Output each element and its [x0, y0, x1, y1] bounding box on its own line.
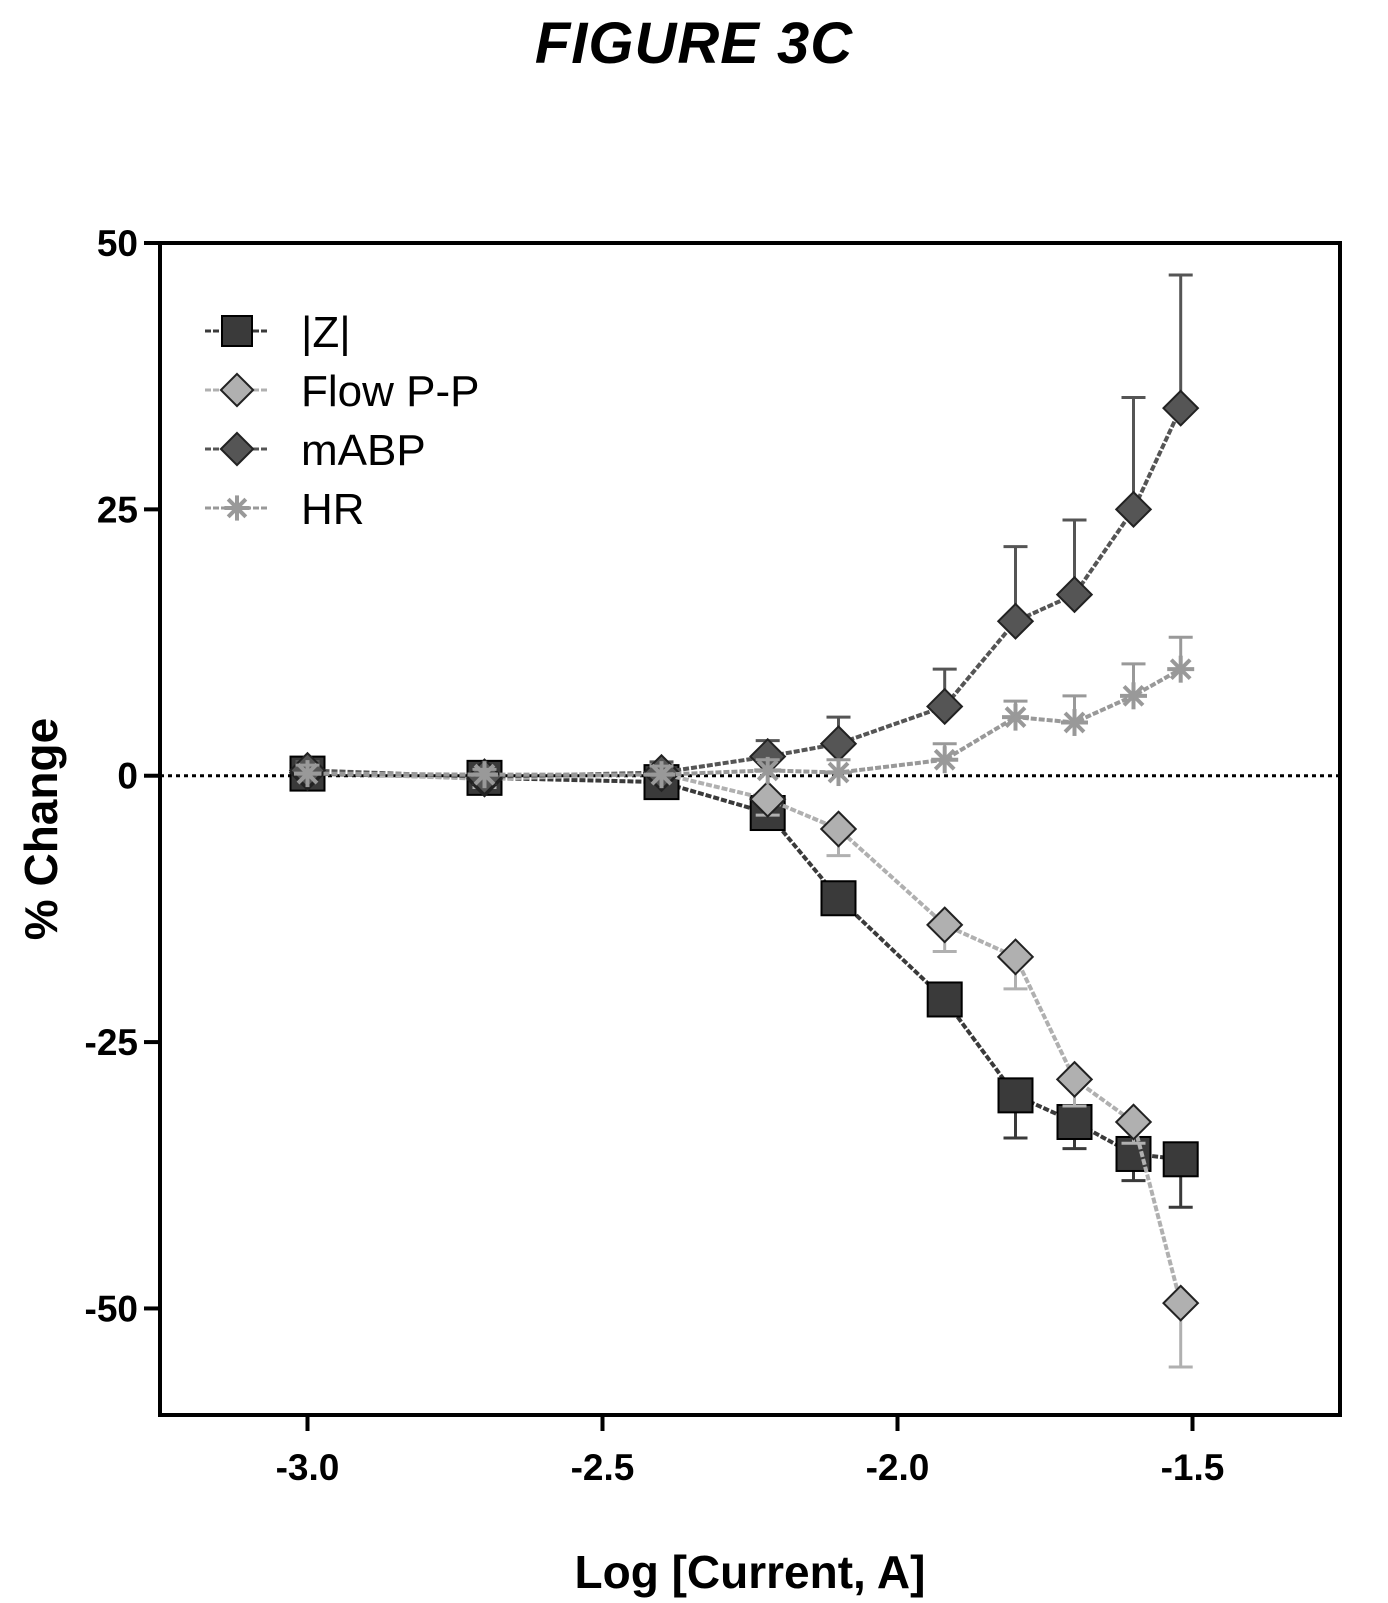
- data-point: [1114, 1103, 1153, 1141]
- series-line: [307, 771, 1181, 1162]
- data-point: [820, 880, 857, 917]
- legend-marker: [221, 315, 253, 347]
- legend-marker: [224, 495, 250, 521]
- x-tick-label: -2.5: [571, 1447, 635, 1488]
- series-layer: [288, 273, 1200, 1369]
- marker-shape: [1162, 1141, 1199, 1178]
- marker-stroke: [933, 748, 956, 771]
- marker-shape: [1055, 575, 1094, 614]
- data-point: [1055, 575, 1094, 614]
- legend-item: mABP: [205, 426, 426, 475]
- marker-shape: [1114, 490, 1153, 529]
- plot-frame: [158, 241, 1342, 1417]
- data-point: [1162, 389, 1200, 427]
- marker-shape: [926, 906, 964, 944]
- x-tick-label: -3.0: [276, 1447, 340, 1488]
- marker-stroke: [473, 763, 496, 786]
- data-point: [294, 760, 321, 788]
- series-line: [307, 770, 1183, 1304]
- legend-item: Flow P-P: [205, 367, 479, 416]
- data-point: [819, 725, 858, 763]
- data-point: [996, 938, 1035, 976]
- y-tick-label: 0: [117, 756, 138, 797]
- x-axis-label: Log [Current, A]: [575, 1546, 926, 1598]
- series-line: [307, 667, 1182, 777]
- legend-label: mABP: [301, 426, 426, 475]
- y-tick-label: 25: [97, 489, 138, 530]
- data-point: [1061, 708, 1088, 736]
- y-tick-label: -25: [85, 1022, 138, 1063]
- data-point: [825, 759, 852, 787]
- data-point: [1056, 1104, 1093, 1140]
- data-point: [1055, 1060, 1094, 1099]
- legend-marker: [219, 372, 255, 408]
- marker-stroke: [650, 763, 673, 786]
- y-axis-label: % Change: [15, 718, 67, 940]
- series-0: [289, 755, 1199, 1209]
- data-point: [926, 906, 964, 944]
- marker-shape: [997, 1077, 1034, 1114]
- marker-shape: [221, 315, 253, 347]
- data-point: [1162, 1141, 1199, 1178]
- data-point: [1002, 703, 1029, 731]
- x-tick-label: -1.5: [1161, 1447, 1225, 1488]
- marker-shape: [219, 431, 255, 467]
- data-point: [997, 1077, 1034, 1114]
- legend-item: |Z|: [205, 308, 351, 357]
- data-point: [926, 687, 964, 726]
- data-point: [648, 761, 675, 789]
- legend-label: |Z|: [301, 308, 351, 357]
- data-point: [1162, 1284, 1200, 1322]
- marker-shape: [1114, 1103, 1153, 1141]
- data-point: [819, 810, 858, 848]
- data-point: [996, 602, 1035, 640]
- marker-shape: [1055, 1060, 1094, 1099]
- marker-shape: [926, 981, 963, 1018]
- data-point: [931, 746, 959, 774]
- data-point: [754, 756, 782, 784]
- legend-marker: [219, 431, 255, 467]
- data-point: [1167, 655, 1195, 683]
- data-point: [1120, 682, 1147, 710]
- legend-label: HR: [301, 485, 365, 534]
- marker-shape: [820, 880, 857, 917]
- marker-shape: [996, 938, 1035, 976]
- y-tick-label: -50: [85, 1288, 138, 1329]
- figure-title: FIGURE 3C: [534, 11, 854, 76]
- legend-item: HR: [205, 485, 365, 534]
- marker-shape: [819, 725, 858, 763]
- marker-stroke: [1169, 658, 1192, 681]
- x-ticks: -3.0 -2.5 -2.0 -1.5: [276, 1415, 1225, 1488]
- legend: |Z| Flow P-P mABP HR: [205, 308, 479, 534]
- data-point: [1114, 490, 1153, 529]
- data-point: [471, 761, 498, 789]
- y-tick-label: 50: [97, 223, 138, 264]
- marker-stroke: [1122, 684, 1145, 707]
- marker-shape: [996, 602, 1035, 640]
- marker-stroke: [296, 762, 319, 785]
- marker-shape: [1162, 1284, 1200, 1322]
- marker-stroke: [827, 761, 850, 784]
- marker-shape: [1056, 1104, 1093, 1140]
- marker-shape: [749, 780, 787, 818]
- marker-shape: [1162, 389, 1200, 427]
- data-point: [926, 981, 963, 1018]
- marker-shape: [219, 372, 255, 408]
- series-3: [294, 635, 1195, 789]
- marker-stroke: [756, 759, 779, 782]
- series-1: [288, 753, 1200, 1369]
- marker-stroke: [1004, 706, 1027, 728]
- y-ticks: 50 25 0 -25 -50: [85, 223, 160, 1329]
- marker-stroke: [226, 497, 248, 519]
- marker-stroke: [1063, 711, 1086, 734]
- marker-shape: [819, 810, 858, 848]
- series-2: [288, 273, 1200, 796]
- data-point: [749, 780, 787, 818]
- marker-shape: [926, 687, 964, 726]
- legend-label: Flow P-P: [301, 367, 479, 416]
- x-tick-label: -2.0: [866, 1447, 930, 1488]
